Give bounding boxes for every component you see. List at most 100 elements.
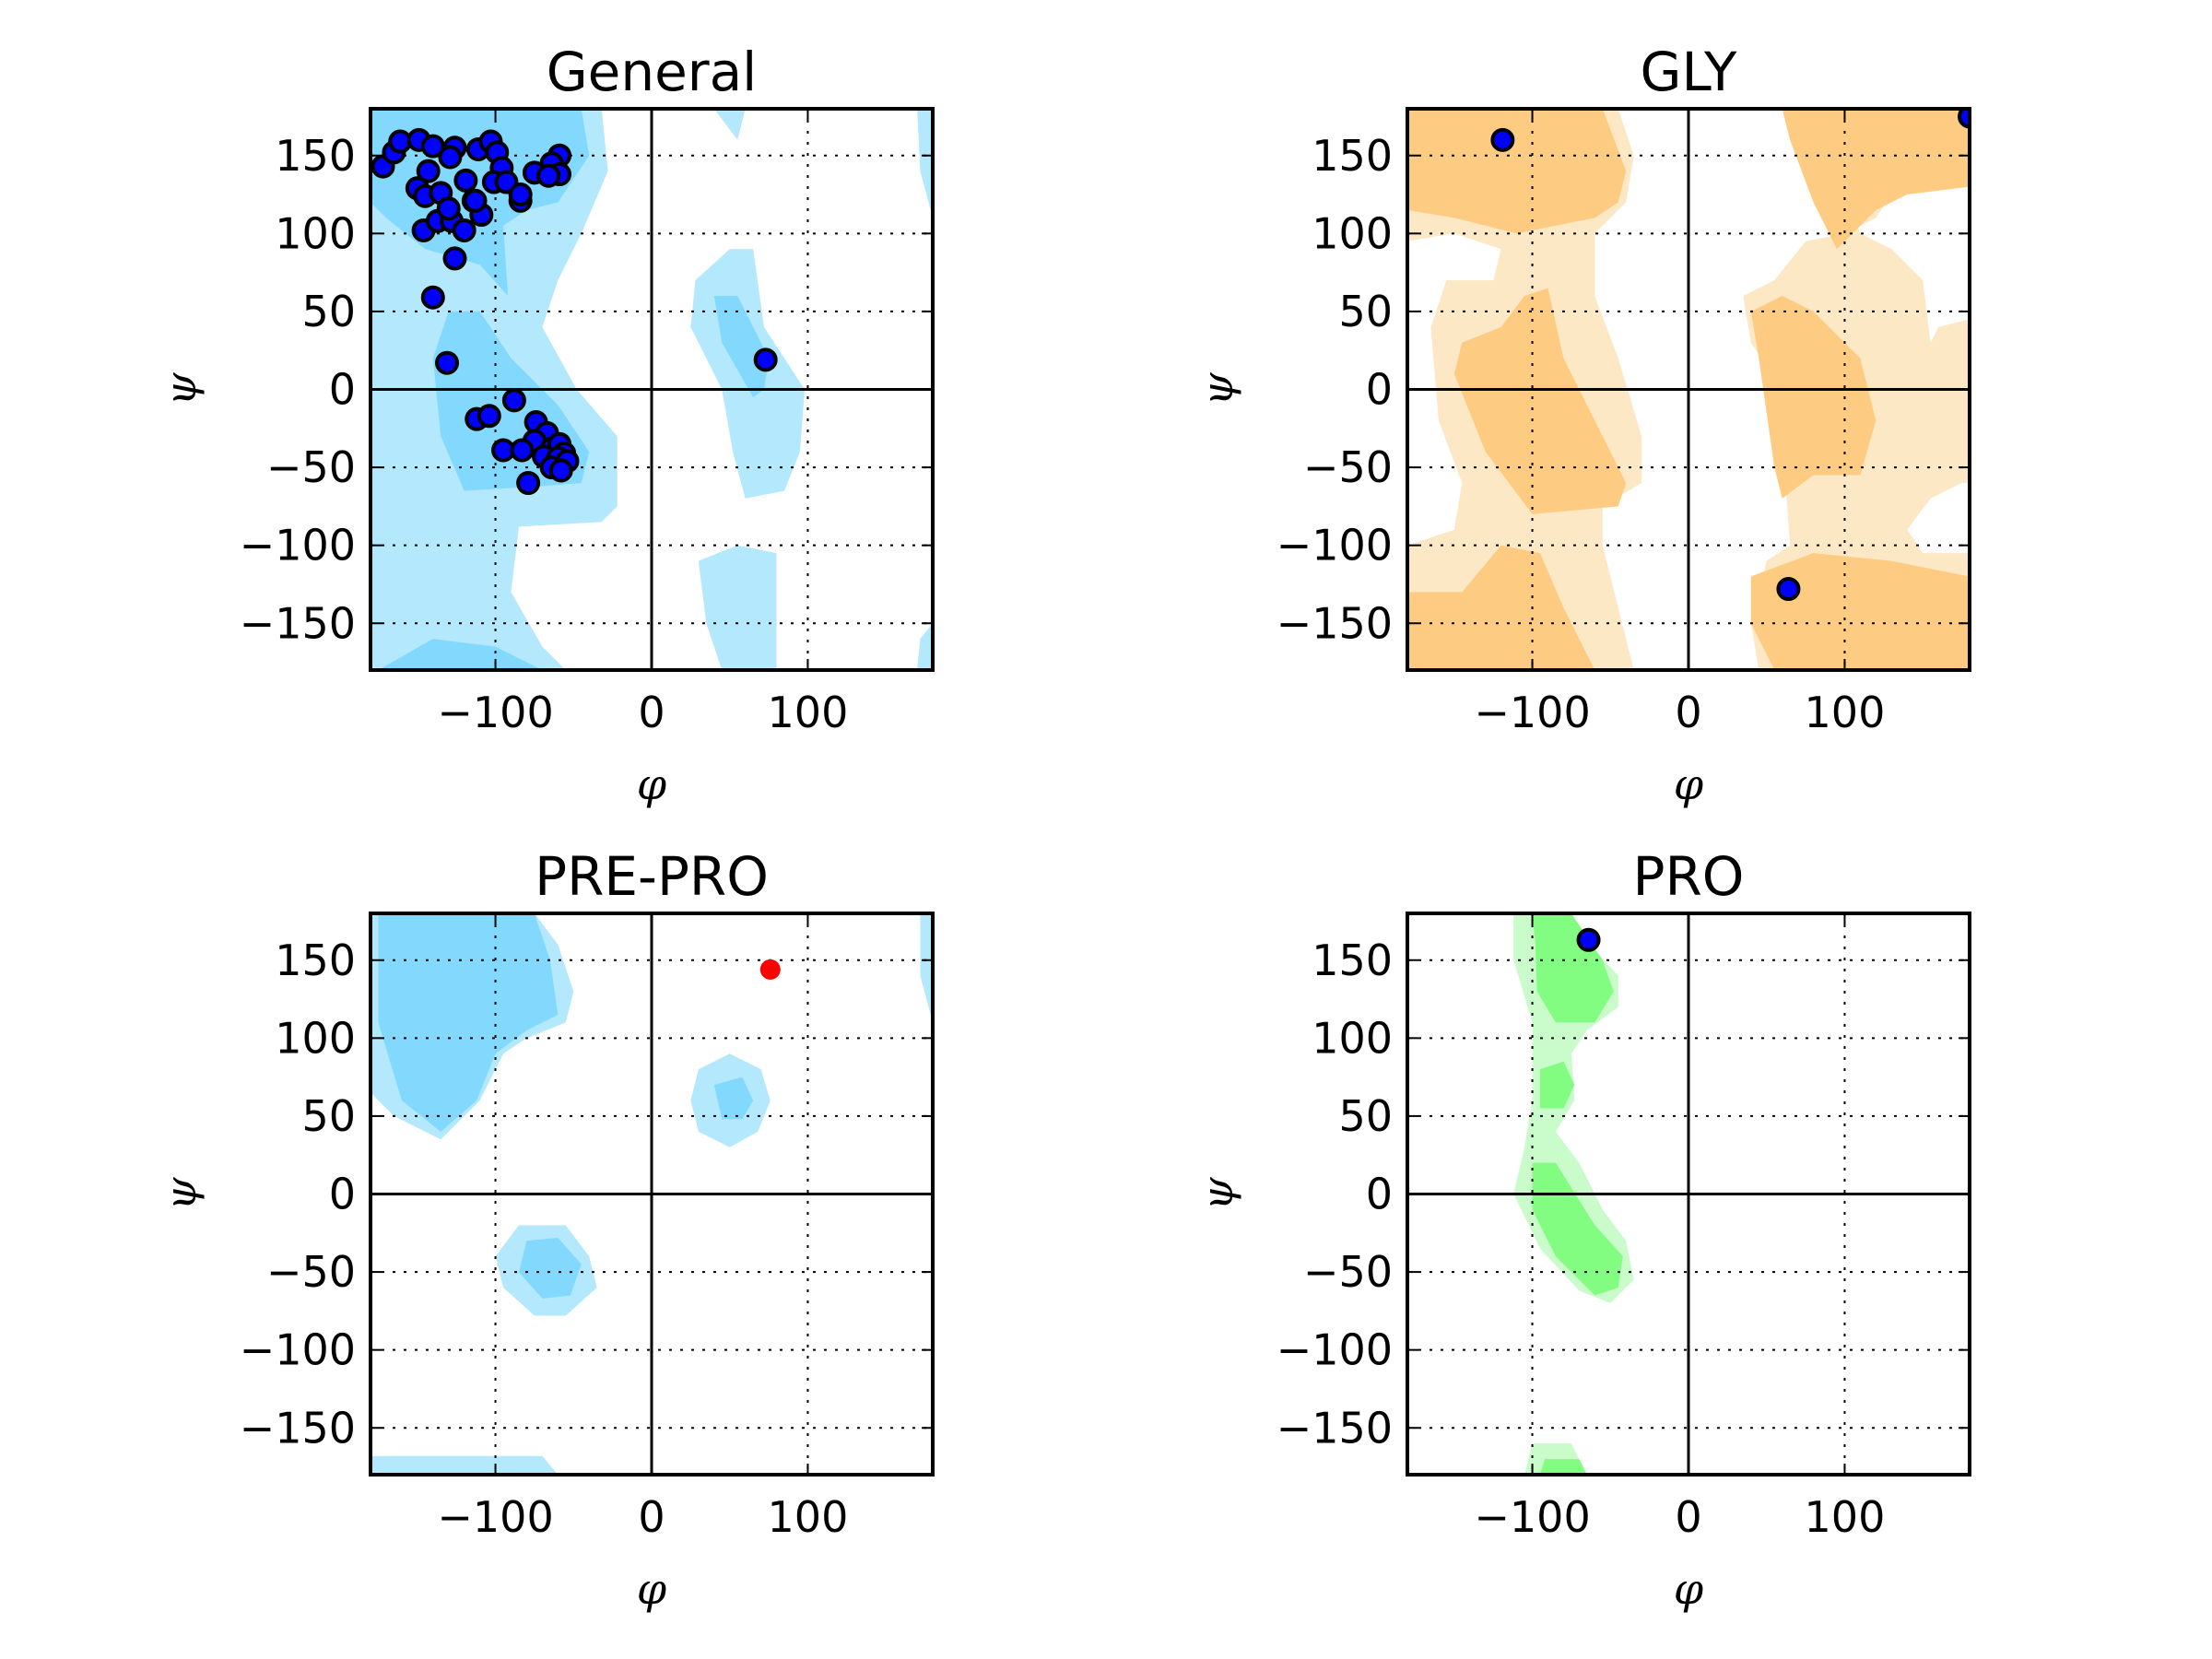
y-tick-label: 150	[1312, 935, 1393, 985]
favoured-region	[1407, 109, 1627, 234]
allowed-region	[371, 1455, 559, 1475]
x-tick-label: −100	[437, 1492, 553, 1542]
x-tick-label: 0	[638, 1492, 665, 1542]
data-point	[1576, 927, 1601, 952]
y-tick-label: 0	[1366, 365, 1393, 415]
x-tick-label: 100	[768, 1492, 849, 1542]
x-axis-label: φ	[637, 1564, 667, 1614]
allowed-region	[920, 913, 933, 1023]
y-tick-label: 150	[275, 131, 356, 181]
contour-regions	[371, 913, 933, 1475]
data-point	[753, 347, 778, 372]
y-tick-label: −100	[1277, 1325, 1393, 1375]
y-tick-label: 150	[1312, 131, 1393, 181]
allowed-region	[917, 109, 933, 218]
panel-general: −100 0 100 150 100 50 0 −50 −100 −150 General φ ψ	[156, 41, 935, 809]
y-tick-label: −50	[266, 1247, 356, 1297]
x-tick-label: 0	[1675, 688, 1701, 737]
y-tick-label: −50	[266, 442, 356, 492]
data-point	[501, 388, 526, 413]
allowed-region	[917, 623, 933, 670]
favoured-region	[713, 1077, 754, 1120]
x-tick-label: 100	[768, 688, 849, 737]
data-point	[508, 182, 533, 207]
x-axis-label: φ	[637, 759, 667, 809]
data-point	[759, 959, 781, 980]
favoured-region	[1532, 913, 1614, 1023]
data-point	[452, 218, 477, 242]
y-tick-label: 50	[1338, 287, 1393, 336]
y-tick-label: 0	[329, 1170, 356, 1219]
y-tick-label: −50	[1303, 1247, 1393, 1297]
data-point	[463, 188, 488, 213]
y-tick-label: −50	[1303, 442, 1393, 492]
y-tick-label: −100	[240, 521, 356, 571]
y-tick-label: 100	[1312, 208, 1393, 258]
allowed-region	[713, 109, 746, 140]
data-point	[442, 246, 467, 271]
x-tick-label: 0	[638, 688, 665, 737]
y-tick-label: 50	[1338, 1091, 1393, 1141]
panel-title: PRO	[1633, 845, 1745, 908]
y-tick-label: 100	[275, 208, 356, 258]
favoured-region	[1407, 545, 1595, 670]
panel-pro: −100 0 100 150 100 50 0 −50 −100 −150 PRO φ ψ	[1193, 845, 1971, 1614]
y-tick-label: −150	[1277, 598, 1393, 648]
data-point	[536, 163, 561, 188]
y-tick-label: 100	[275, 1013, 356, 1063]
data-point	[1776, 577, 1801, 602]
favoured-region	[518, 1237, 582, 1299]
y-tick-label: 50	[301, 1091, 356, 1141]
data-point	[438, 145, 463, 170]
contour-regions	[371, 109, 933, 670]
y-tick-label: 0	[1366, 1170, 1393, 1219]
scatter-points	[759, 959, 781, 980]
allowed-region	[698, 545, 777, 670]
y-axis-label: ψ	[1193, 372, 1242, 406]
y-axis-label: ψ	[1193, 1177, 1242, 1211]
favoured-region	[1782, 109, 1970, 250]
data-point	[516, 471, 541, 495]
x-tick-label: −100	[437, 688, 553, 737]
panel-title: GLY	[1641, 41, 1738, 103]
x-tick-label: −100	[1474, 1492, 1590, 1542]
favoured-region	[1453, 288, 1627, 514]
y-tick-label: 0	[329, 365, 356, 415]
data-point	[435, 350, 460, 375]
x-axis-label: φ	[1674, 1564, 1704, 1614]
data-point	[416, 159, 441, 183]
scatter-points	[371, 127, 778, 495]
data-point	[548, 458, 573, 483]
favoured-region	[1540, 1061, 1575, 1109]
y-tick-label: −150	[1277, 1403, 1393, 1453]
y-tick-label: −100	[1277, 521, 1393, 571]
data-point	[436, 196, 461, 221]
y-tick-label: 50	[301, 287, 356, 336]
data-point	[1958, 109, 1970, 129]
panel-title: General	[547, 41, 758, 103]
y-tick-label: −100	[240, 1325, 356, 1375]
x-tick-label: 100	[1805, 1492, 1886, 1542]
favoured-region	[1750, 553, 1970, 670]
x-tick-label: 0	[1675, 1492, 1701, 1542]
y-tick-label: −150	[240, 1403, 356, 1453]
x-tick-label: 100	[1805, 688, 1886, 737]
y-tick-label: −150	[240, 598, 356, 648]
x-axis-label: φ	[1674, 759, 1704, 809]
panel-pre-pro: −100 0 100 150 100 50 0 −50 −100 −150 PRE-PRO φ ψ	[156, 845, 935, 1614]
y-axis-label: ψ	[156, 1177, 206, 1211]
favoured-region	[1532, 1162, 1623, 1296]
y-tick-label: 150	[275, 935, 356, 985]
favoured-region	[378, 639, 543, 670]
data-point	[510, 438, 535, 463]
y-axis-label: ψ	[156, 372, 206, 406]
favoured-region	[713, 296, 770, 397]
data-point	[420, 285, 445, 310]
panel-gly: −100 0 100 150 100 50 0 −50 −100 −150 GLY φ ψ	[1193, 41, 1971, 809]
contour-regions	[1513, 913, 1634, 1475]
data-point	[477, 404, 501, 429]
x-tick-label: −100	[1474, 688, 1590, 737]
data-point	[1490, 127, 1515, 152]
scatter-points	[1490, 109, 1970, 602]
